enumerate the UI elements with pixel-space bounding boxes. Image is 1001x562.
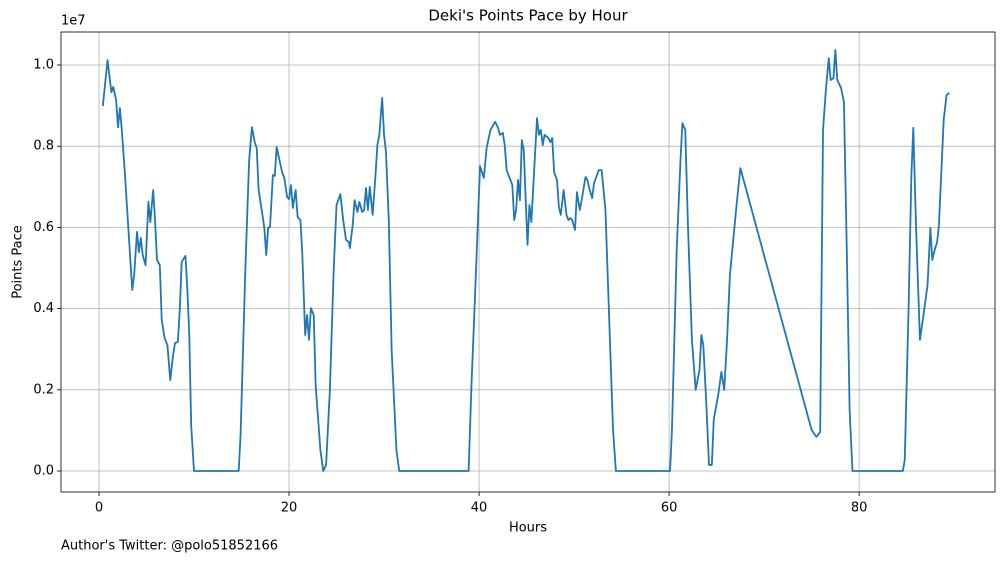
y-tick-label: 0.8	[33, 139, 54, 154]
y-axis-label: Points Pace	[11, 225, 26, 299]
x-tick-label: 60	[661, 501, 678, 516]
data-line	[101, 49, 950, 472]
y-tick-label: 0.2	[33, 382, 54, 397]
x-axis-label: Hours	[509, 521, 547, 536]
chart-title: Deki's Points Pace by Hour	[428, 7, 628, 25]
x-tick-label: 0	[95, 501, 103, 516]
x-tick-label: 40	[471, 501, 488, 516]
y-tick-label: 0.4	[33, 301, 54, 316]
plot-frame	[60, 31, 996, 493]
y-tick-label: 0.0	[33, 464, 54, 479]
x-tick-label: 80	[851, 501, 868, 516]
y-offset-label: 1e7	[61, 14, 86, 29]
footnote: Author's Twitter: @polo51852166	[61, 539, 278, 554]
x-tick-label: 20	[281, 501, 298, 516]
plot-area: 0 20 40 60 80 0.0 0.2 0.4 0.6 0.8 1.0	[33, 32, 995, 516]
y-tick-label: 0.6	[33, 220, 54, 235]
y-tick-label: 1.0	[33, 58, 54, 73]
